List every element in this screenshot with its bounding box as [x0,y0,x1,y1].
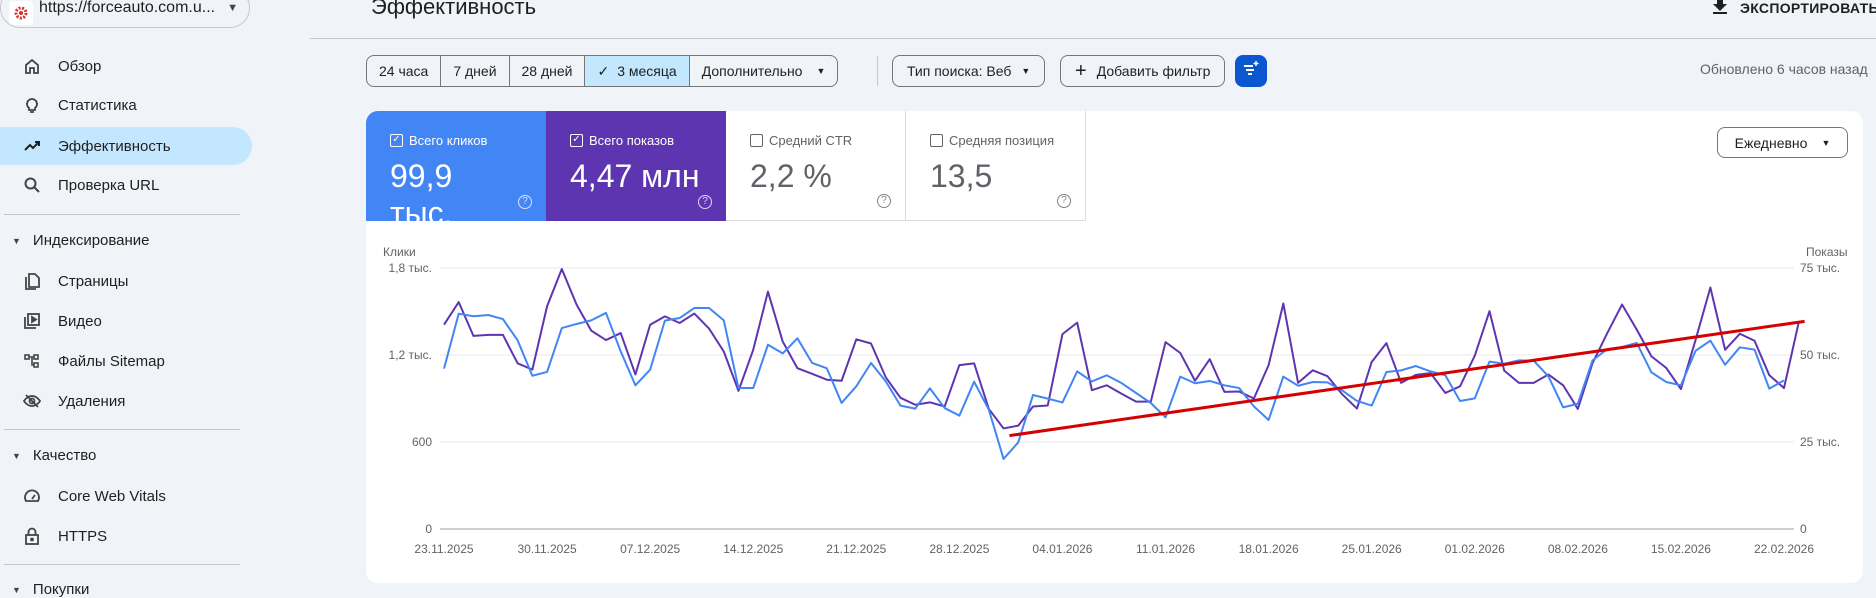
x-tick-label: 04.01.2026 [1032,542,1092,556]
x-tick-label: 21.12.2025 [826,542,886,556]
left-tick-label: 1,2 тыс. [389,348,432,362]
left-axis-title: Клики [383,245,416,259]
x-tick-label: 15.02.2026 [1651,542,1711,556]
right-tick-label: 0 [1800,522,1807,536]
left-tick-label: 1,8 тыс. [389,261,432,275]
x-tick-label: 14.12.2025 [723,542,783,556]
x-tick-label: 08.02.2026 [1548,542,1608,556]
right-axis-title: Показы [1806,245,1847,259]
x-tick-label: 01.02.2026 [1445,542,1505,556]
x-tick-label: 25.01.2026 [1342,542,1402,556]
series-line-impressions [444,269,1799,428]
x-tick-label: 18.01.2026 [1239,542,1299,556]
x-tick-label: 23.11.2025 [414,542,473,556]
x-tick-label: 11.01.2026 [1136,542,1195,556]
right-tick-label: 50 тыс. [1800,348,1840,362]
x-tick-label: 22.02.2026 [1754,542,1814,556]
x-tick-label: 30.11.2025 [517,542,576,556]
trend-line [1009,321,1804,435]
left-tick-label: 0 [425,522,432,536]
left-tick-label: 600 [412,435,432,449]
right-tick-label: 75 тыс. [1800,261,1840,275]
series-line-clicks [444,308,1784,459]
right-tick-label: 25 тыс. [1800,435,1840,449]
x-tick-label: 07.12.2025 [620,542,680,556]
x-tick-label: 28.12.2025 [929,542,989,556]
